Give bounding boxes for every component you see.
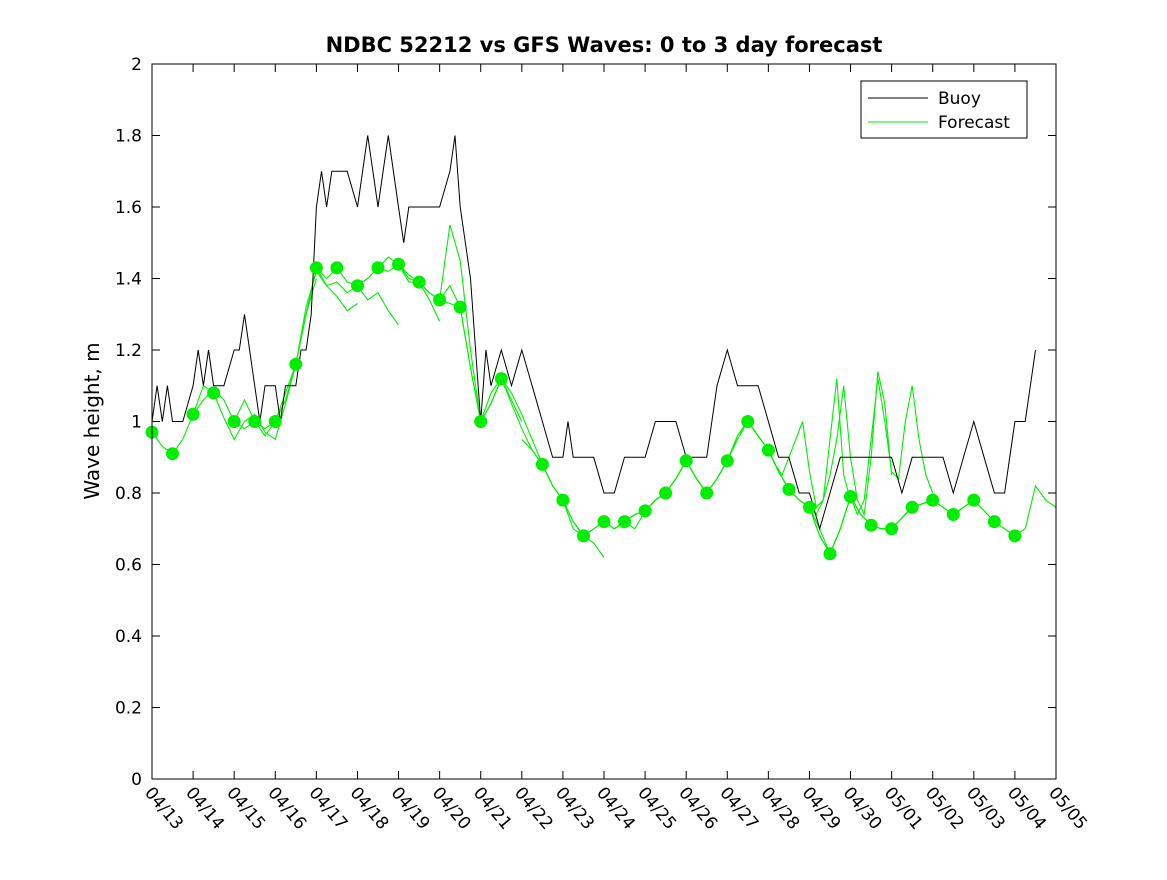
chart-title: NDBC 52212 vs GFS Waves: 0 to 3 day fore… xyxy=(326,33,883,57)
forecast-marker xyxy=(371,261,385,275)
y-axis-label: Wave height, m xyxy=(80,342,104,499)
forecast-marker xyxy=(474,415,488,428)
y-tick-label: 1 xyxy=(131,413,142,433)
forecast-marker xyxy=(1008,529,1022,543)
legend: Buoy Forecast xyxy=(860,80,1028,139)
forecast-marker xyxy=(679,454,693,468)
y-tick-label: 0.4 xyxy=(115,627,142,647)
forecast-marker xyxy=(597,515,611,529)
forecast-marker xyxy=(741,415,755,428)
forecast-run-line xyxy=(767,378,852,509)
forecast-marker xyxy=(803,500,816,514)
forecast-marker xyxy=(186,407,200,421)
forecast-marker xyxy=(844,490,857,504)
buoy-series-line xyxy=(151,135,1036,531)
forecast-marker xyxy=(207,386,221,400)
forecast-run-line xyxy=(849,378,934,516)
forecast-marker xyxy=(659,486,673,500)
legend-forecast-label: Forecast xyxy=(938,113,1010,133)
y-tick-label: 0.2 xyxy=(115,699,142,719)
forecast-marker xyxy=(946,508,960,521)
forecast-marker xyxy=(227,415,241,428)
forecast-marker xyxy=(720,454,734,468)
y-tick-label: 0.6 xyxy=(115,556,142,576)
forecast-marker xyxy=(823,547,837,561)
forecast-marker xyxy=(618,515,631,529)
forecast-marker xyxy=(926,493,940,507)
forecast-marker xyxy=(885,522,899,536)
forecast-marker xyxy=(905,500,919,514)
forecast-marker xyxy=(330,261,344,275)
forecast-marker xyxy=(453,300,467,314)
y-tick-label: 1.6 xyxy=(115,198,142,218)
forecast-marker xyxy=(782,482,796,496)
forecast-marker xyxy=(433,293,447,307)
forecast-marker xyxy=(248,415,262,428)
forecast-marker xyxy=(392,257,405,271)
forecast-marker xyxy=(268,415,282,428)
forecast-marker xyxy=(556,493,570,507)
forecast-marker xyxy=(700,486,714,500)
forecast-marker xyxy=(535,457,549,471)
forecast-marker xyxy=(412,275,426,289)
forecast-marker xyxy=(987,515,1001,529)
y-tick-label: 0 xyxy=(131,770,142,790)
forecast-marker xyxy=(166,447,179,461)
y-tick-label: 0.8 xyxy=(115,484,142,504)
forecast-marker xyxy=(761,443,775,457)
forecast-marker xyxy=(577,529,590,543)
forecast-marker xyxy=(864,518,878,532)
y-tick-label: 2 xyxy=(131,55,142,75)
forecast-marker xyxy=(309,261,323,275)
y-tick-label: 1.8 xyxy=(115,127,142,147)
legend-box xyxy=(860,80,1028,139)
y-tick-label: 1.4 xyxy=(115,270,142,290)
forecast-marker xyxy=(351,279,364,293)
forecast-marker xyxy=(967,493,981,507)
legend-buoy-label: Buoy xyxy=(938,89,981,109)
forecast-marker xyxy=(289,357,303,371)
forecast-marker xyxy=(638,504,652,518)
y-tick-label: 1.2 xyxy=(115,341,142,361)
forecast-marker xyxy=(494,372,508,386)
